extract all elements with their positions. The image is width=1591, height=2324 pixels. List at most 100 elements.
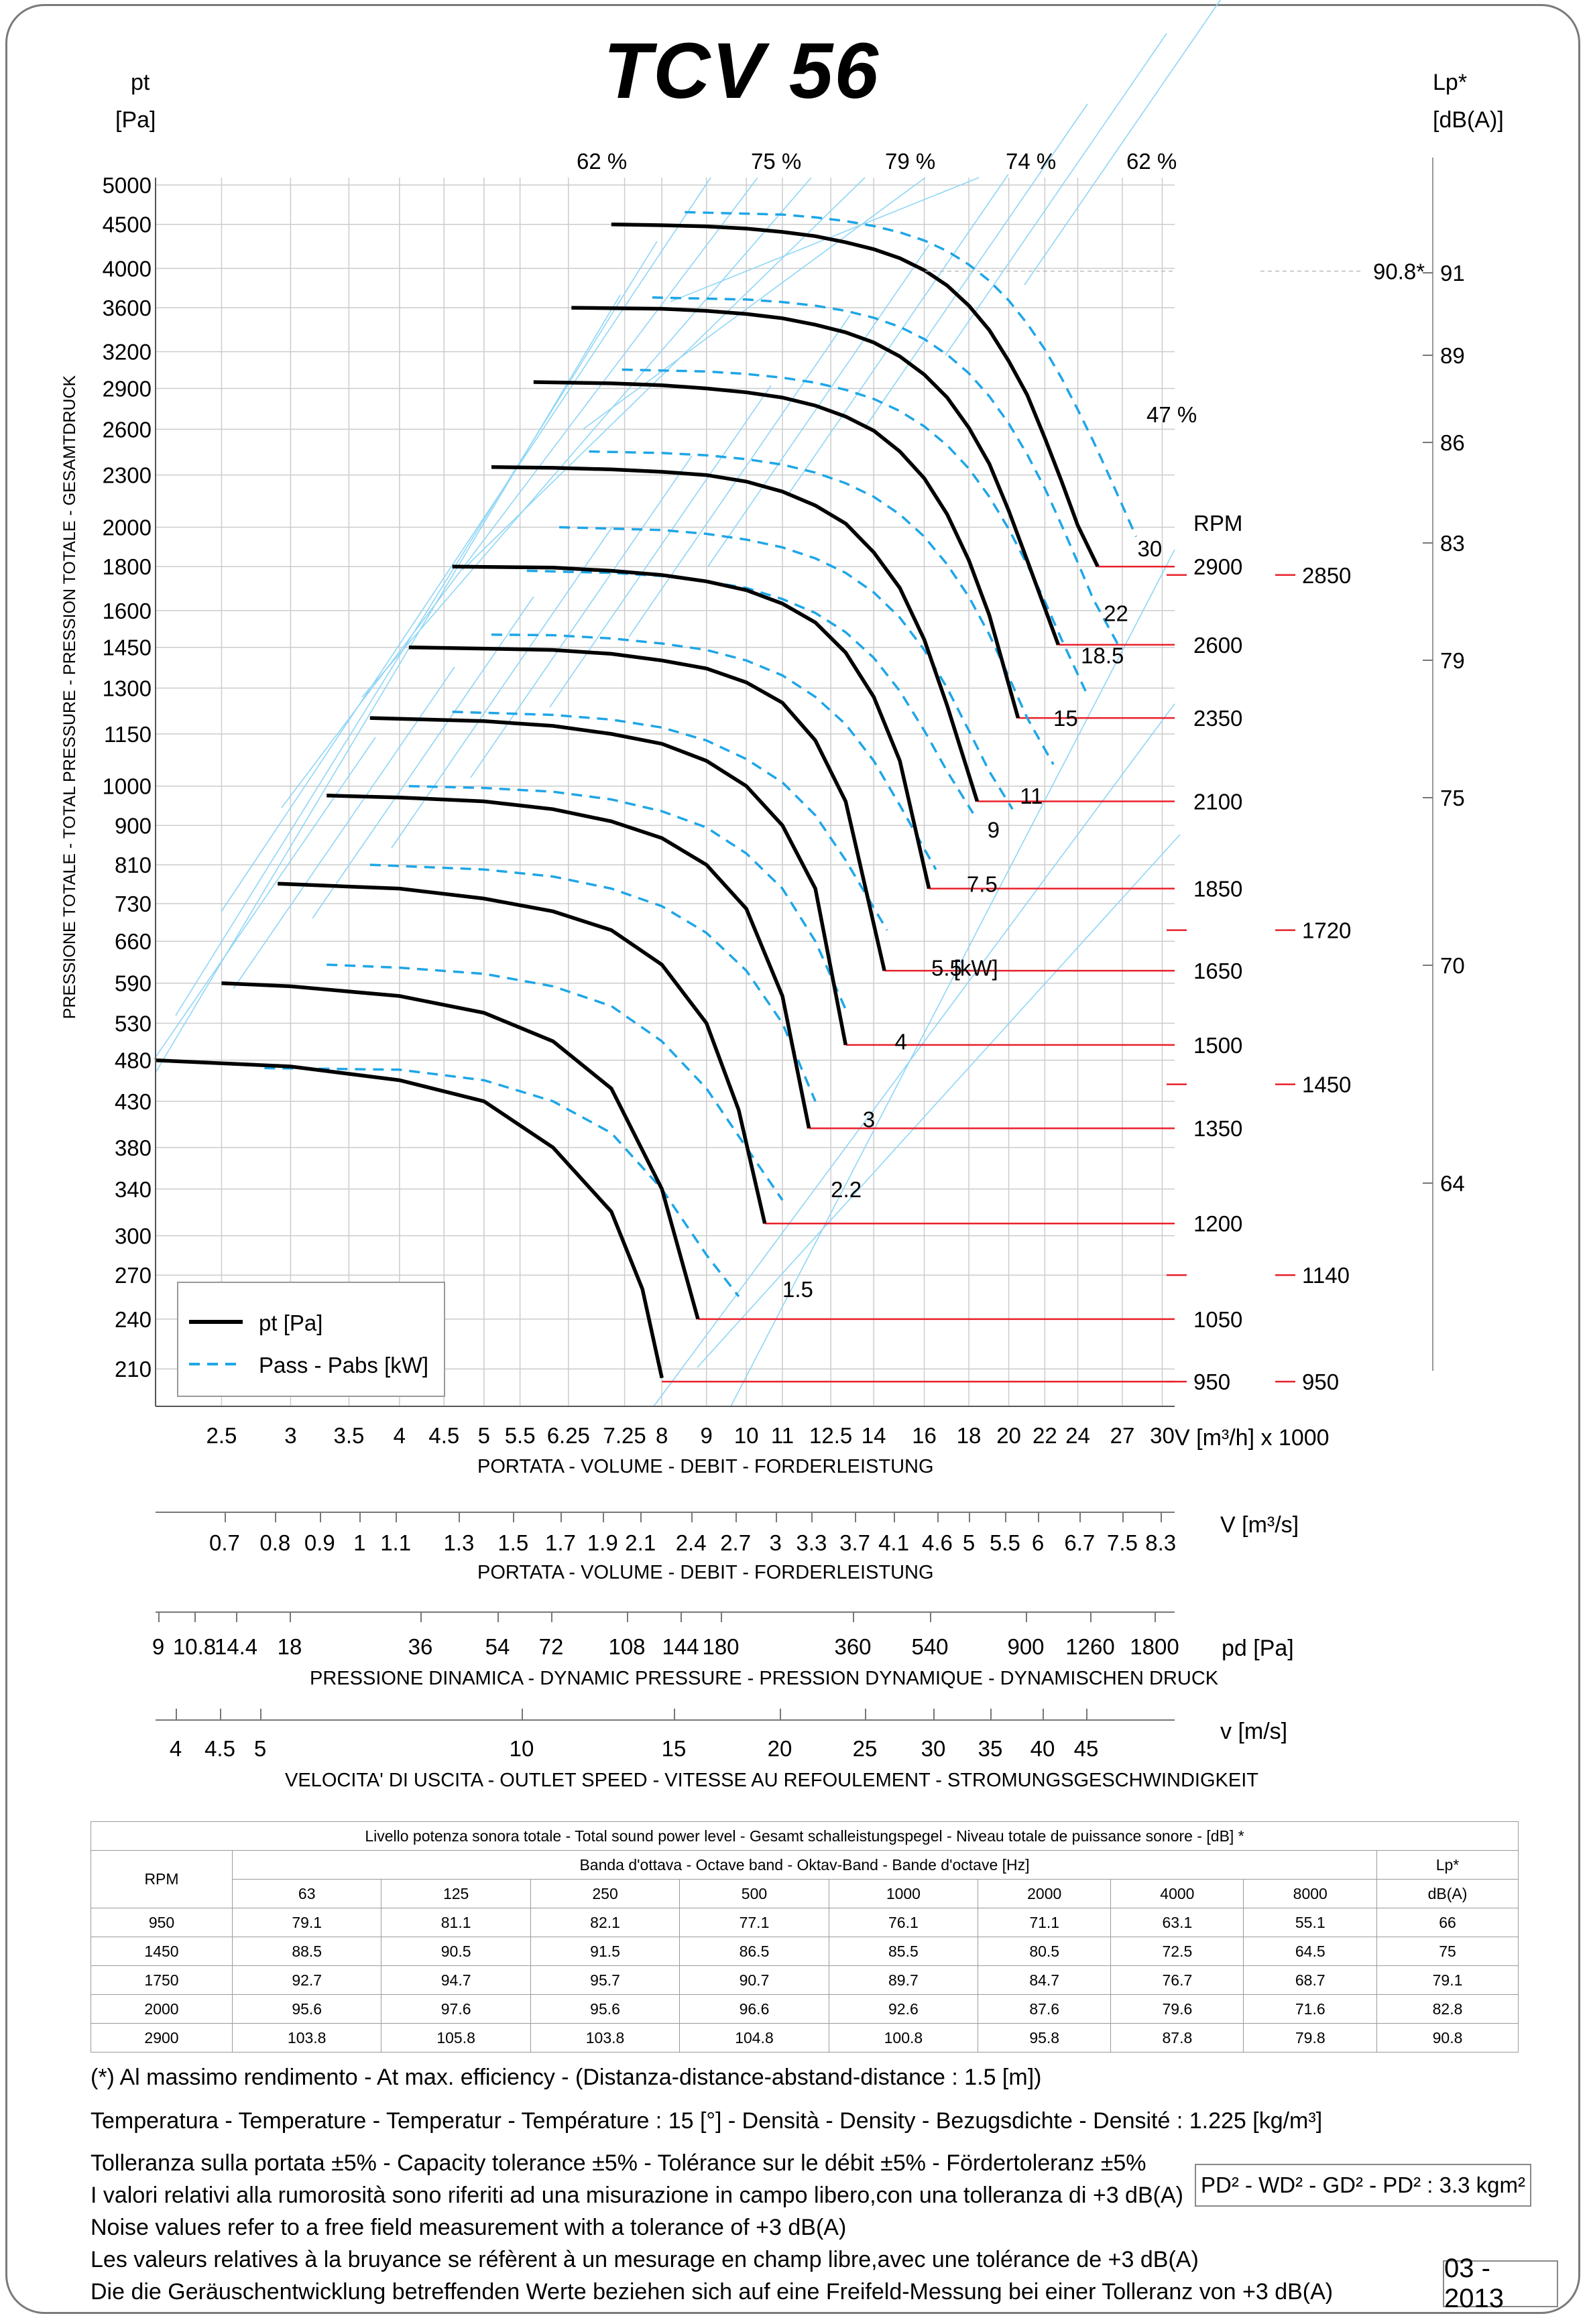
lp-tick-label: 83 [1440, 531, 1465, 556]
axes: 2.5 3 3.5 4 4.5 5 5.5 6.25 7.25 8 9 10 11 12.5 14 16 18 2… [103, 158, 1465, 1448]
scale3-tick-label: 25 [852, 1736, 878, 1761]
band-250: 250 [530, 1879, 681, 1908]
y-tick-label: 2300 [103, 463, 152, 488]
note-4: I valori relativi alla rumorosità sono r… [91, 2183, 1183, 2208]
y-tick-label: 270 [115, 1263, 152, 1288]
table-cell-value: 87.6 [978, 1994, 1112, 2024]
power-curve [369, 863, 817, 1102]
scale2-tick-label: 360 [834, 1634, 872, 1659]
scale1-tick [275, 1512, 277, 1522]
y-tick-label: 810 [115, 853, 152, 877]
scale2-tick [721, 1611, 722, 1622]
efficiency-line [1024, 0, 1222, 286]
table-cell-value: 103.8 [530, 2023, 681, 2053]
kw-label: 18.5 [1081, 643, 1124, 668]
lp-header: Lp* [1376, 1850, 1519, 1880]
system-line [462, 177, 866, 570]
x-tick-label: 14 [862, 1423, 886, 1448]
flow-axis-label: PORTATA - VOLUME - DEBIT - FORDERLEISTUN… [477, 1456, 934, 1477]
scale1-tick-label: 4.6 [922, 1530, 953, 1555]
band-4000: 4000 [1110, 1879, 1244, 1908]
scale2-tick [551, 1611, 552, 1622]
efficiency-line [154, 737, 376, 1060]
pressure-curve [452, 564, 931, 890]
scale1-tick-label: 7.5 [1107, 1530, 1138, 1555]
table-cell-value: 95.8 [978, 2023, 1112, 2053]
kw-label: 30 [1138, 536, 1163, 561]
lp-marker-label: 90.8* [1373, 259, 1425, 284]
rpm-label: 1650 [1193, 959, 1242, 983]
y-tick-label: 730 [115, 892, 152, 916]
scale1-tick-label: 1.9 [587, 1530, 618, 1555]
x-tick-label: 27 [1110, 1423, 1135, 1448]
table-cell-value: 82.1 [530, 1908, 681, 1937]
band-125: 125 [381, 1879, 531, 1908]
pressure-curves [155, 222, 1100, 1379]
flow-s-label: PORTATA - VOLUME - DEBIT - FORDERLEISTUN… [477, 1562, 934, 1583]
scale2-tick-label: 10.8 [172, 1634, 217, 1659]
table-cell-value: 84.7 [978, 1965, 1112, 1995]
scale2-tick [681, 1611, 682, 1622]
efficiency-line [233, 666, 455, 989]
y-axis-title: PRESSIONE TOTALE - TOTAL PRESSURE - PRES… [60, 375, 79, 1019]
scale1-tick [735, 1512, 738, 1522]
table-cell-value: 71.6 [1243, 1994, 1377, 2024]
power-curve [327, 963, 784, 1201]
table-cell-lp: 90.8 [1376, 2023, 1519, 2053]
table-cell-value: 77.1 [679, 1908, 829, 1937]
left-unit-top: pt [131, 70, 150, 95]
scale1-tick [969, 1512, 971, 1522]
scale1-tick-label: 2.7 [720, 1530, 752, 1555]
x-tick-label: 4.5 [428, 1423, 459, 1448]
band-8000: 8000 [1243, 1879, 1377, 1908]
lp-tick-label: 89 [1440, 343, 1465, 368]
chart-labels: 62 % 75 % 79 % 74 % 62 % 47 % 950 1050 1200 1350 1… [577, 149, 1425, 1394]
power-curve [264, 1066, 740, 1298]
kw-label: 15 [1053, 706, 1078, 731]
grid [156, 178, 1175, 1406]
scale2-tick-label: 54 [485, 1634, 510, 1659]
table-cell-value: 100.8 [828, 2023, 979, 2053]
pd-unit: pd [Pa] [1222, 1636, 1294, 1661]
pressure-curve [155, 1058, 664, 1379]
table-cell-value: 72.5 [1110, 1937, 1244, 1966]
table-cell-value: 95.6 [231, 1994, 382, 2024]
x-tick-label: 3 [284, 1423, 296, 1448]
table-cell-lp: 66 [1376, 1908, 1519, 1937]
chart-title: TCV 56 [603, 27, 880, 115]
y-tick-label: 1000 [103, 774, 152, 799]
pressure-curve [408, 645, 886, 971]
table-cell-value: 103.8 [231, 2023, 382, 2053]
lp-tick-label: 86 [1440, 430, 1465, 455]
rpm-label: 2350 [1193, 706, 1242, 731]
table-cell-value: 81.1 [381, 1908, 531, 1937]
scale3-tick-label: 30 [921, 1736, 946, 1761]
rpm-label: 2100 [1193, 789, 1242, 814]
y-tick-label: 300 [115, 1224, 152, 1249]
table-cell-value: 92.6 [828, 1994, 979, 2024]
alt-rpm-label: 1450 [1302, 1073, 1351, 1097]
kw-label: 11 [1020, 784, 1043, 808]
scale3-tick-label: 10 [509, 1736, 534, 1761]
scale2-tick [627, 1611, 628, 1622]
table-cell-value: 95.7 [530, 1965, 681, 1995]
power-curve [685, 210, 1138, 538]
system-line [155, 294, 621, 1073]
scale1-tick-label: 6 [1031, 1530, 1045, 1555]
table-row: 1750 92.7 94.7 95.7 90.7 89.7 84.7 76.7 68.7 79.1 [91, 1965, 1519, 1995]
power-curve [559, 526, 1014, 810]
scale1-tick-label: 3 [769, 1530, 782, 1555]
scale1-tick [1038, 1512, 1039, 1522]
flow-axis-unit: V [m³/h] x 1000 [1175, 1425, 1330, 1451]
band-2000: 2000 [978, 1879, 1112, 1908]
rpm-label: 1200 [1193, 1211, 1242, 1236]
y-tick-label: 380 [115, 1136, 152, 1160]
table-cell-value: 85.5 [828, 1937, 979, 1966]
alt-rpm-label: 1140 [1302, 1263, 1350, 1288]
scale1-tick-label: 4.1 [878, 1530, 909, 1555]
table-cell-rpm: 1450 [91, 1937, 233, 1966]
scale3-tick-label: 45 [1073, 1736, 1099, 1761]
scale3-tick-label: 4 [169, 1736, 182, 1761]
scale1-tick [396, 1512, 398, 1522]
power-curve [622, 368, 1087, 692]
